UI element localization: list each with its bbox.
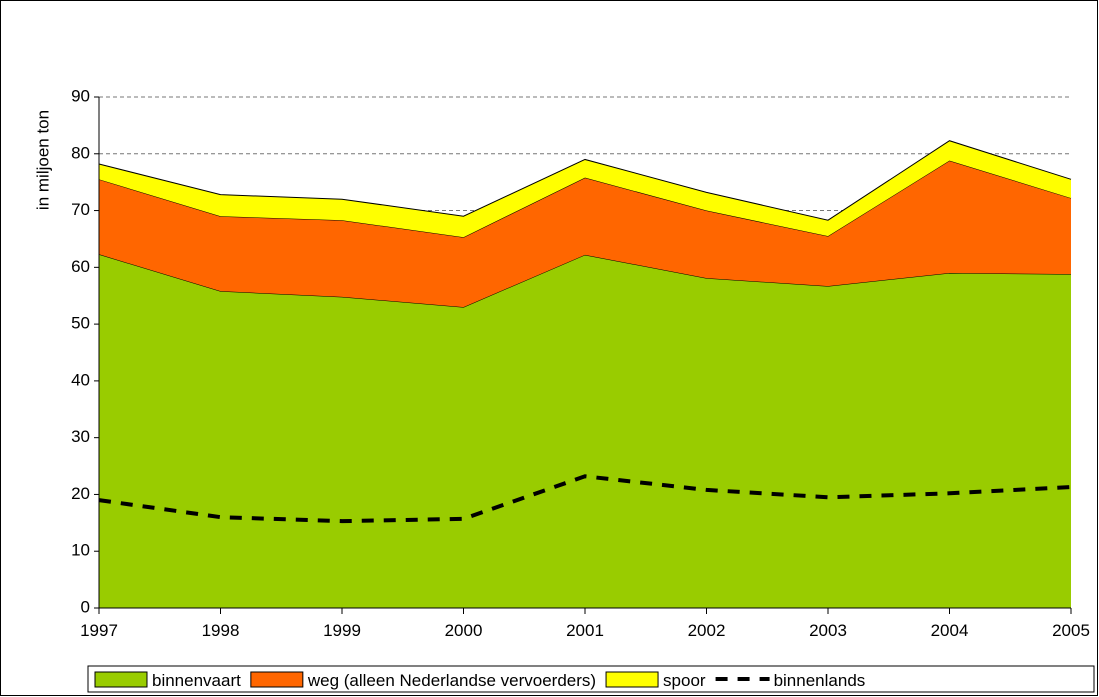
y-tick-label: 10 xyxy=(71,541,90,560)
legend-label: spoor xyxy=(663,671,706,690)
y-tick-label: 60 xyxy=(71,257,90,276)
y-tick-label: 70 xyxy=(71,200,90,219)
area xyxy=(99,254,1071,608)
legend-swatch xyxy=(250,671,304,688)
y-tick-label: 50 xyxy=(71,314,90,333)
area xyxy=(99,160,1071,308)
y-tick-label: 90 xyxy=(71,86,90,105)
legend-label: binnenlands xyxy=(774,671,866,690)
legend-label: binnenvaart xyxy=(152,671,241,690)
y-tick-label: 40 xyxy=(71,370,90,389)
x-tick-label: 2001 xyxy=(566,621,604,640)
x-tick-label: 1997 xyxy=(80,621,118,640)
y-tick-label: 0 xyxy=(81,597,90,616)
x-tick-label: 2002 xyxy=(688,621,726,640)
y-tick-label: 30 xyxy=(71,427,90,446)
x-tick-label: 1999 xyxy=(323,621,361,640)
y-tick-label: 80 xyxy=(71,143,90,162)
y-tick-label: 20 xyxy=(71,484,90,503)
area-edge xyxy=(98,140,1072,221)
x-tick-label: 1998 xyxy=(202,621,240,640)
legend-swatch xyxy=(94,671,148,688)
y-axis-label: in miljoen ton xyxy=(33,110,52,210)
dashed-line xyxy=(98,474,1072,524)
x-tick-label: 2000 xyxy=(445,621,483,640)
x-tick-label: 2003 xyxy=(809,621,847,640)
legend-swatch xyxy=(605,671,659,688)
x-tick-label: 2005 xyxy=(1052,621,1090,640)
area xyxy=(99,140,1071,238)
x-tick-label: 2004 xyxy=(931,621,969,640)
legend-label: weg (alleen Nederlandse vervoerders) xyxy=(307,671,596,690)
